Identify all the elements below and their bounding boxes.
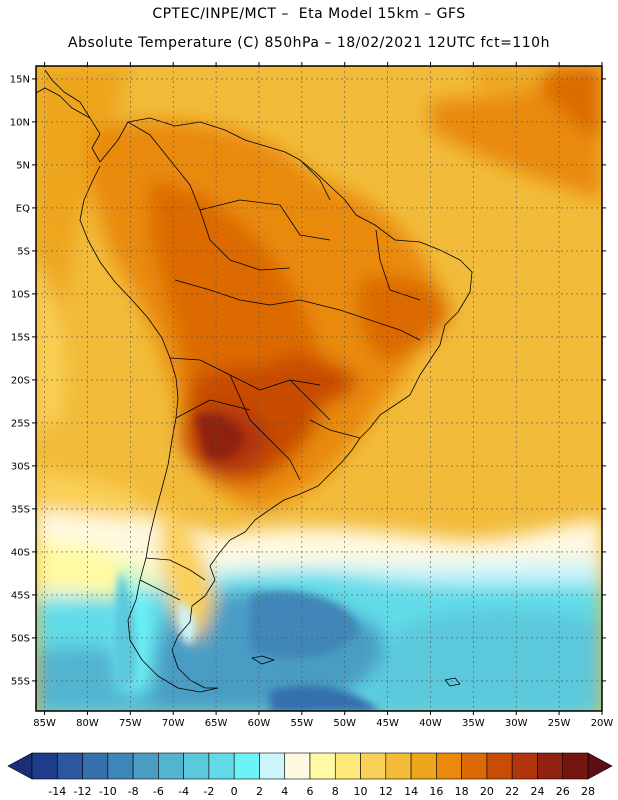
longitude-label: 70W	[162, 718, 185, 729]
latitude-label: 10N	[10, 117, 30, 128]
colorbar-label: 28	[581, 785, 595, 798]
latitude-label: 45S	[11, 590, 30, 601]
map-title-line-1: CPTEC/INPE/MCT – Eta Model 15km – GFS	[152, 6, 466, 22]
latitude-label: 20S	[11, 375, 30, 386]
colorbar-label: 4	[281, 785, 288, 798]
colorbar-swatch	[82, 752, 109, 780]
colorbar-swatch	[360, 752, 387, 780]
map-frame	[35, 65, 603, 712]
colorbar-swatch	[537, 752, 564, 780]
latitude-label: 30S	[11, 461, 30, 472]
colorbar-label: -8	[128, 785, 139, 798]
colorbar-swatch	[334, 752, 361, 780]
colorbar-swatch	[410, 752, 437, 780]
colorbar-swatch	[208, 752, 235, 780]
colorbar-swatch	[259, 752, 286, 780]
longitude-label: 20W	[591, 718, 614, 729]
longitude-label: 80W	[76, 718, 99, 729]
temperature-field	[36, 66, 602, 711]
colorbar-swatch	[31, 752, 58, 780]
colorbar-label: 12	[379, 785, 393, 798]
latitude-label: 25S	[11, 418, 30, 429]
colorbar-label: 26	[556, 785, 570, 798]
longitude-label: 45W	[376, 718, 399, 729]
latitude-label: 15S	[11, 332, 30, 343]
longitude-label: 35W	[462, 718, 485, 729]
longitude-label: 65W	[205, 718, 228, 729]
longitude-label: 75W	[119, 718, 142, 729]
colorbar-label: 20	[480, 785, 494, 798]
colorbar-label: -2	[203, 785, 214, 798]
colorbar-label: 16	[429, 785, 443, 798]
map-title-line-2: Absolute Temperature (C) 850hPa – 18/02/…	[68, 35, 550, 51]
colorbar-label: -10	[99, 785, 117, 798]
latitude-label: 15N	[10, 74, 30, 85]
colorbar-max-arrow	[587, 752, 613, 780]
longitude-label: 55W	[291, 718, 314, 729]
latitude-label: 5N	[16, 160, 30, 171]
colorbar-swatch	[461, 752, 488, 780]
colorbar-swatch	[158, 752, 184, 780]
longitude-label: 85W	[33, 718, 56, 729]
longitude-label: 40W	[419, 718, 442, 729]
latitude-label: 10S	[11, 289, 30, 300]
colorbar-label: 22	[505, 785, 519, 798]
colorbar-swatch	[233, 752, 260, 780]
colorbar-swatch	[511, 752, 538, 780]
colorbar-label: 14	[404, 785, 418, 798]
colorbar-label: 0	[231, 785, 238, 798]
colorbar-label: 2	[256, 785, 263, 798]
colorbar-swatch	[436, 752, 462, 780]
colorbar-swatch	[385, 752, 412, 780]
colorbar-label: -6	[153, 785, 164, 798]
colorbar-label: 6	[307, 785, 314, 798]
map-gridlines	[36, 66, 602, 711]
colorbar-label: -4	[178, 785, 189, 798]
colorbar-swatch	[56, 752, 83, 780]
colorbar-swatch	[486, 752, 513, 780]
colorbar-label: 8	[332, 785, 339, 798]
longitude-label: 60W	[248, 718, 271, 729]
latitude-label: EQ	[16, 203, 30, 214]
coastlines	[36, 69, 473, 693]
color-legend: -14 -12 -10 -8 -6 -4 -2 0 2 4 6 8 10 12 14 16 18 20 22 24 26…	[7, 752, 613, 798]
colorbar-swatch	[284, 752, 311, 780]
colorbar-label: -14	[48, 785, 66, 798]
latitude-label: 55S	[11, 676, 30, 687]
latitude-label: 35S	[11, 504, 30, 515]
colorbar-swatch	[107, 752, 134, 780]
longitude-axis: 85W 80W 75W 70W 65W 60W 55W 50W 45W 40W 35W 30W 25W 2…	[33, 62, 613, 729]
colorbar-min-arrow	[7, 752, 33, 780]
colorbar-label: 18	[455, 785, 469, 798]
latitude-label: 50S	[11, 633, 30, 644]
latitude-label: 40S	[11, 547, 30, 558]
latitude-label: 5S	[17, 246, 30, 257]
colorbar-swatch	[183, 752, 210, 780]
longitude-label: 30W	[505, 718, 528, 729]
longitude-label: 50W	[333, 718, 356, 729]
colorbar-swatch	[309, 752, 336, 780]
colorbar-label: 24	[530, 785, 544, 798]
latitude-axis: 15N 10N 5N EQ 5S 10S 15S 20S 25S 30S 35S 40S 45S 50S 5…	[10, 74, 606, 687]
colorbar-swatch	[132, 752, 159, 780]
colorbar-label: 10	[354, 785, 368, 798]
longitude-label: 25W	[548, 718, 571, 729]
colorbar-label: -12	[74, 785, 92, 798]
colorbar-swatch	[562, 752, 589, 780]
